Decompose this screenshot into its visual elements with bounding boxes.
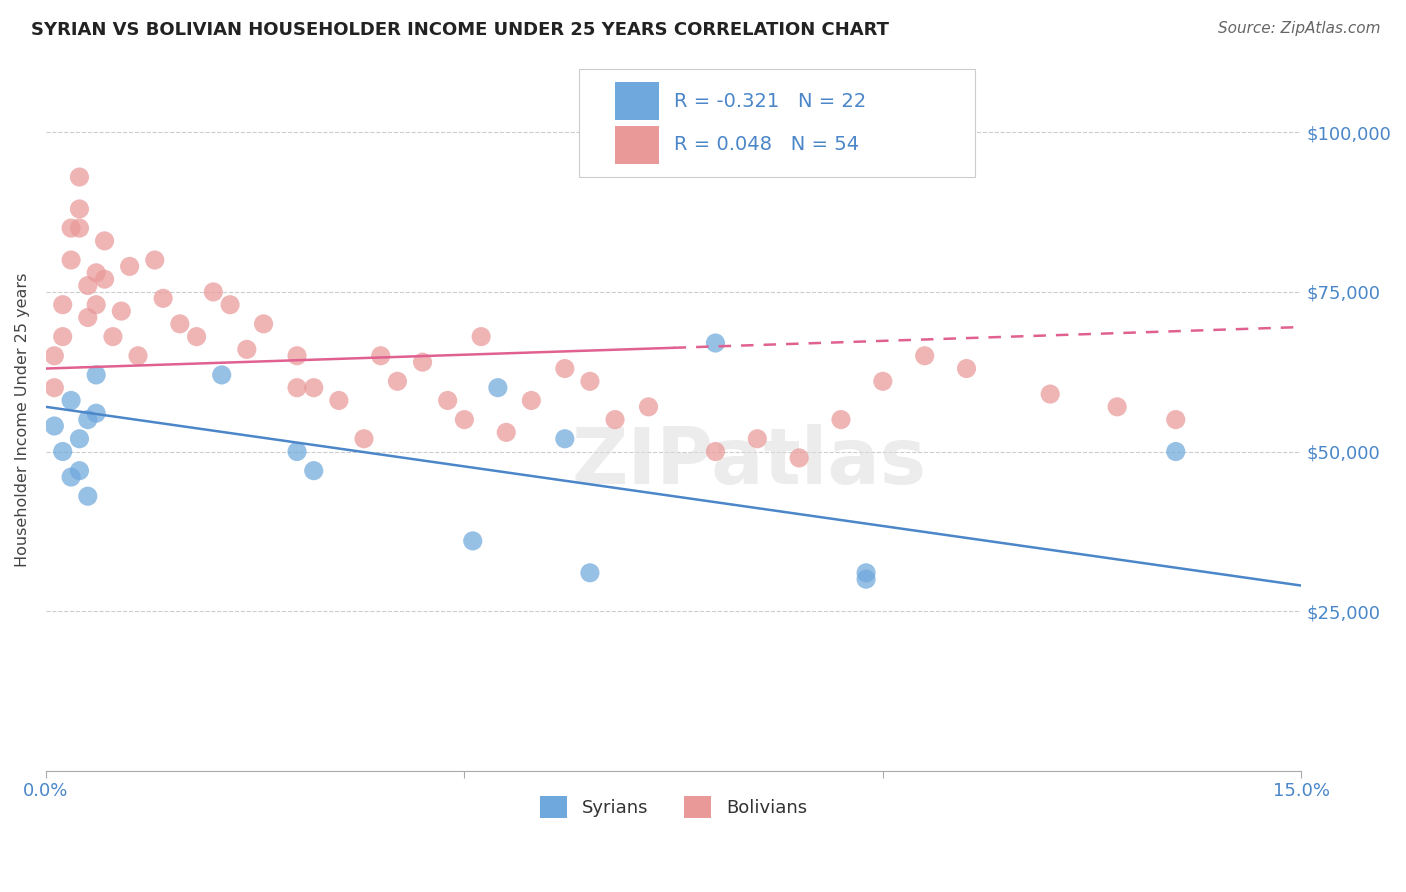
Point [93, 234, 115, 248]
Point [252, 317, 274, 331]
Point [603, 412, 626, 426]
Point [914, 349, 936, 363]
Point [236, 343, 259, 357]
Point [127, 349, 149, 363]
Point [486, 381, 509, 395]
Point [855, 572, 877, 586]
Point [44, 419, 66, 434]
Point [704, 444, 727, 458]
Point [436, 393, 458, 408]
Point [955, 361, 977, 376]
Text: Source: ZipAtlas.com: Source: ZipAtlas.com [1218, 21, 1381, 37]
Point [44, 349, 66, 363]
Point [353, 432, 375, 446]
Point [554, 361, 576, 376]
Point [219, 298, 242, 312]
Point [186, 329, 208, 343]
Point [637, 400, 659, 414]
Point [470, 329, 492, 343]
Point [76, 412, 98, 426]
Point [76, 489, 98, 503]
Point [412, 355, 434, 369]
Point [211, 368, 233, 382]
Point [579, 566, 602, 580]
Point [52, 444, 75, 458]
Point [69, 432, 91, 446]
Point [1164, 444, 1187, 458]
Point [76, 278, 98, 293]
Point [579, 374, 602, 388]
Legend: Syrians, Bolivians: Syrians, Bolivians [533, 789, 814, 825]
Point [704, 336, 727, 351]
Point [52, 329, 75, 343]
Point [328, 393, 350, 408]
Point [60, 221, 83, 235]
Point [110, 304, 132, 318]
Point [1039, 387, 1062, 401]
Point [84, 368, 107, 382]
Point [872, 374, 894, 388]
FancyBboxPatch shape [614, 82, 658, 120]
Point [1164, 412, 1187, 426]
Point [84, 406, 107, 420]
Point [285, 381, 308, 395]
Point [747, 432, 769, 446]
Point [830, 412, 852, 426]
Point [101, 329, 124, 343]
Point [387, 374, 409, 388]
Point [285, 444, 308, 458]
Y-axis label: Householder Income Under 25 years: Householder Income Under 25 years [15, 272, 30, 566]
Point [370, 349, 392, 363]
Point [495, 425, 517, 440]
Point [44, 381, 66, 395]
Point [285, 349, 308, 363]
Point [52, 298, 75, 312]
Point [202, 285, 225, 299]
Point [152, 291, 174, 305]
Point [302, 464, 325, 478]
Point [520, 393, 543, 408]
Point [69, 221, 91, 235]
Point [302, 381, 325, 395]
Point [118, 260, 141, 274]
Point [461, 533, 484, 548]
Text: ZIPatlas: ZIPatlas [571, 424, 927, 500]
Point [787, 450, 810, 465]
Point [453, 412, 475, 426]
Point [1107, 400, 1129, 414]
Point [60, 393, 83, 408]
Point [855, 566, 877, 580]
Point [60, 253, 83, 268]
FancyBboxPatch shape [614, 126, 658, 164]
Point [69, 169, 91, 184]
Point [84, 298, 107, 312]
Point [169, 317, 191, 331]
Text: R = 0.048   N = 54: R = 0.048 N = 54 [673, 136, 859, 154]
Text: SYRIAN VS BOLIVIAN HOUSEHOLDER INCOME UNDER 25 YEARS CORRELATION CHART: SYRIAN VS BOLIVIAN HOUSEHOLDER INCOME UN… [31, 21, 889, 39]
Point [143, 253, 166, 268]
Point [554, 432, 576, 446]
Point [69, 202, 91, 216]
Point [69, 464, 91, 478]
FancyBboxPatch shape [579, 69, 974, 178]
Point [76, 310, 98, 325]
Text: R = -0.321   N = 22: R = -0.321 N = 22 [673, 92, 866, 111]
Point [93, 272, 115, 286]
Point [60, 470, 83, 484]
Point [84, 266, 107, 280]
